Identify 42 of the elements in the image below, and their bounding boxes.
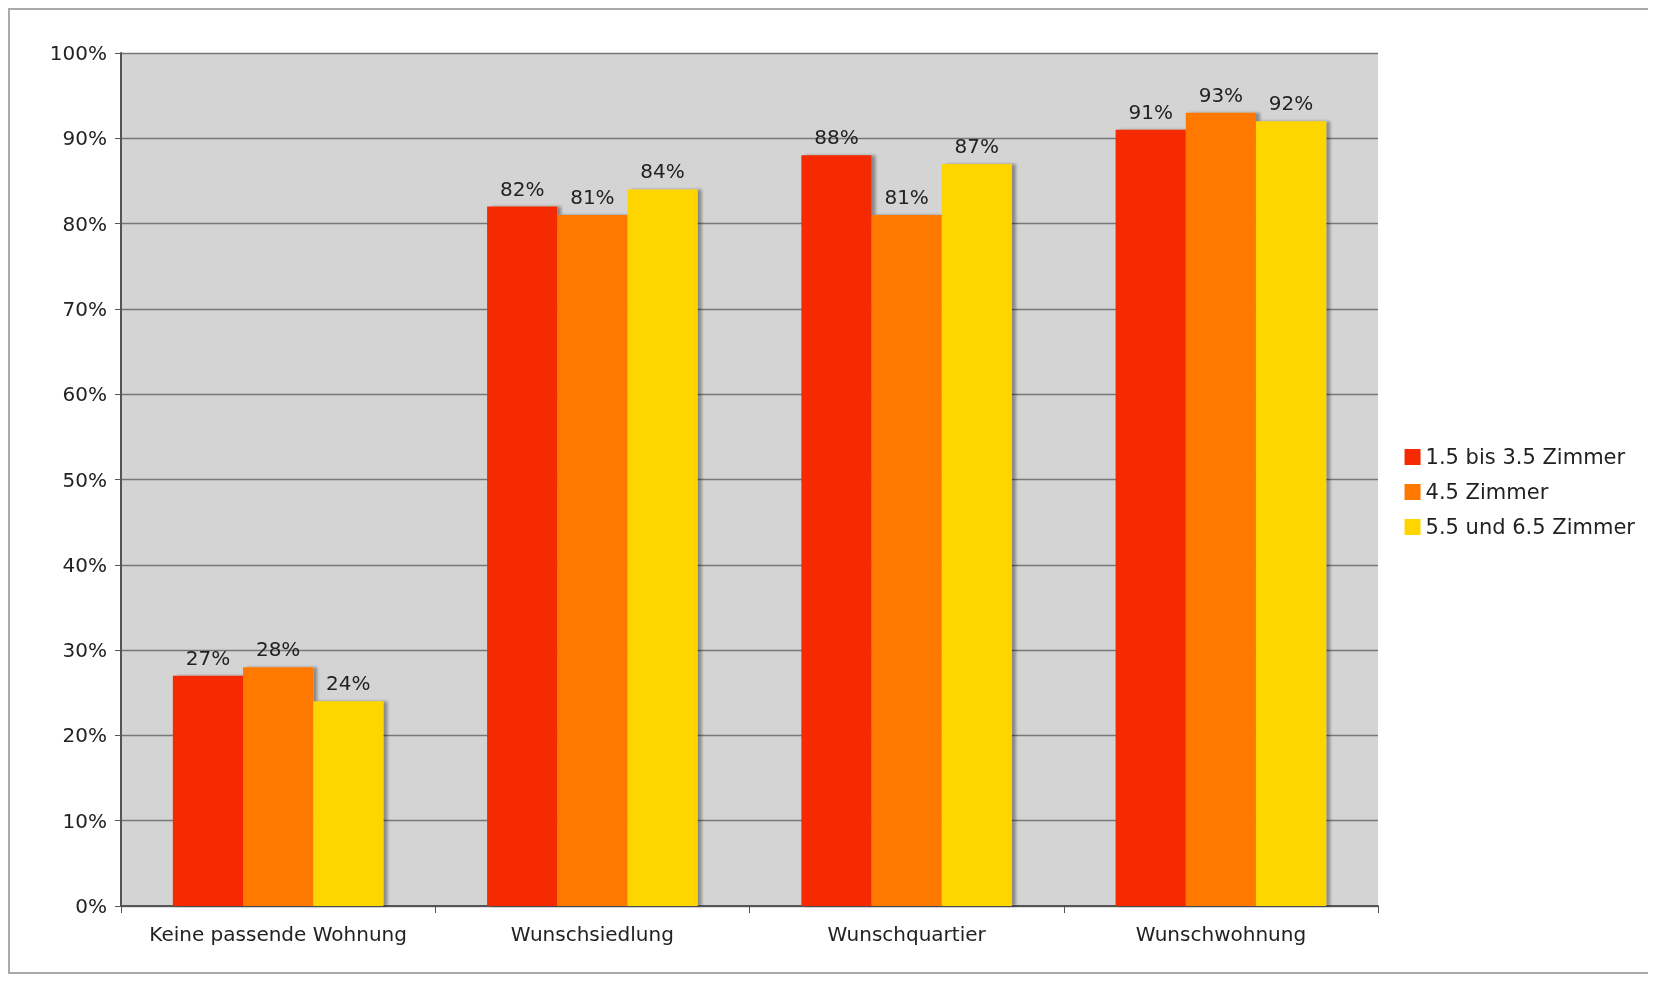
x-tick-label: Wunschquartier — [827, 922, 987, 946]
x-tick-label: Wunschsiedlung — [510, 922, 674, 946]
y-tick-label: 70% — [62, 296, 107, 321]
data-label: 81% — [570, 185, 615, 210]
data-label: 81% — [884, 185, 929, 210]
bar — [871, 215, 942, 906]
data-label: 84% — [640, 159, 685, 184]
bar — [1185, 112, 1256, 906]
data-label: 91% — [1128, 99, 1173, 124]
y-tick-label: 20% — [62, 723, 107, 748]
bar — [243, 667, 314, 906]
data-label: 28% — [255, 637, 301, 662]
data-label: 82% — [499, 176, 545, 201]
data-label: 27% — [185, 645, 231, 670]
y-tick-label: 30% — [62, 638, 107, 663]
bar — [172, 675, 244, 906]
y-tick-label: 100% — [49, 41, 107, 65]
legend-label: 1.5 bis 3.5 Zimmer — [1425, 445, 1626, 469]
bar — [1115, 129, 1186, 906]
legend-label: 5.5 und 6.5 Zimmer — [1425, 515, 1636, 539]
bar — [801, 155, 872, 906]
bar — [487, 206, 558, 906]
y-tick-label: 10% — [62, 808, 107, 833]
y-tick-label: 50% — [62, 467, 107, 492]
bar — [557, 215, 628, 906]
legend-label: 4.5 Zimmer — [1425, 480, 1549, 504]
data-label: 93% — [1198, 82, 1244, 107]
data-label: 88% — [814, 125, 859, 150]
bar — [1255, 121, 1327, 906]
y-tick-label: 40% — [62, 552, 107, 577]
y-tick-label: 80% — [62, 211, 107, 236]
data-label: 92% — [1268, 91, 1314, 116]
x-tick-label: Wunschwohnung — [1135, 922, 1307, 946]
bar — [627, 189, 698, 906]
y-tick-label: 0% — [75, 894, 107, 918]
bar — [313, 701, 384, 906]
data-label: 87% — [954, 133, 1000, 158]
y-tick-label: 90% — [62, 126, 107, 151]
y-tick-label: 60% — [62, 382, 107, 407]
bar — [941, 163, 1012, 906]
data-label: 24% — [326, 671, 371, 696]
x-tick-label: Keine passende Wohnung — [149, 922, 407, 946]
